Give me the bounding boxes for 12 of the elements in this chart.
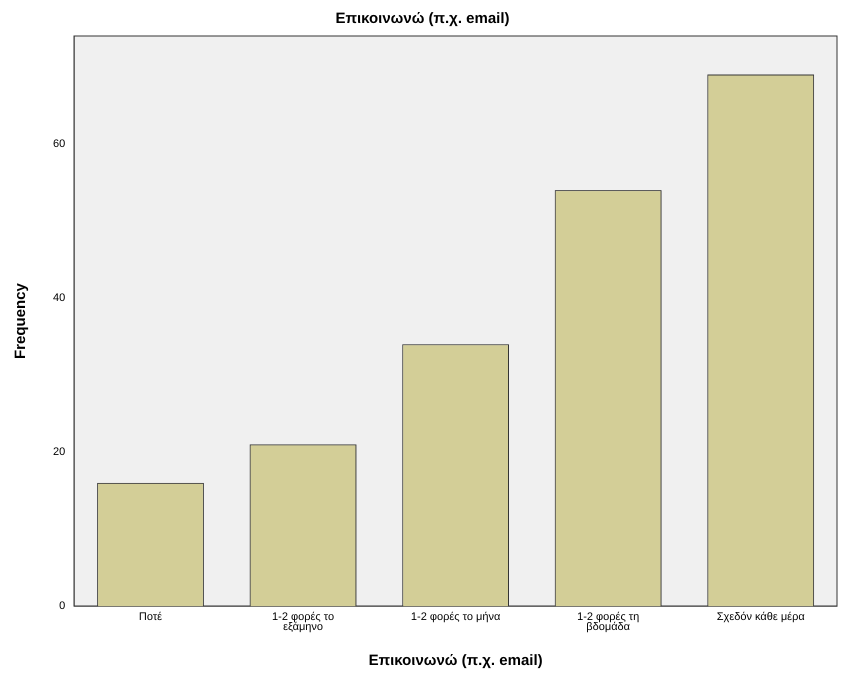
y-tick-label: 60 xyxy=(52,138,66,150)
x-tick-label: 1-2 φορές τη βδομάδα xyxy=(577,611,640,634)
x-tick-label: Ποτέ xyxy=(138,611,162,624)
x-tick-label: 1-2 φορές το εξάμηνο xyxy=(272,611,334,634)
x-axis-title: Επικοινωνώ (π.χ. email) xyxy=(368,652,543,670)
y-tick-label: 0 xyxy=(59,600,66,612)
x-tick-label: 1-2 φορές το μήνα xyxy=(410,611,501,624)
y-tick-label: 40 xyxy=(52,292,66,304)
chart-title: Επικοινωνώ (π.χ. email) xyxy=(335,10,510,28)
y-axis-title: Frequency xyxy=(12,282,30,360)
x-tick-label: Σχεδόν κάθε μέρα xyxy=(716,611,806,624)
y-tick-label: 20 xyxy=(52,446,66,458)
